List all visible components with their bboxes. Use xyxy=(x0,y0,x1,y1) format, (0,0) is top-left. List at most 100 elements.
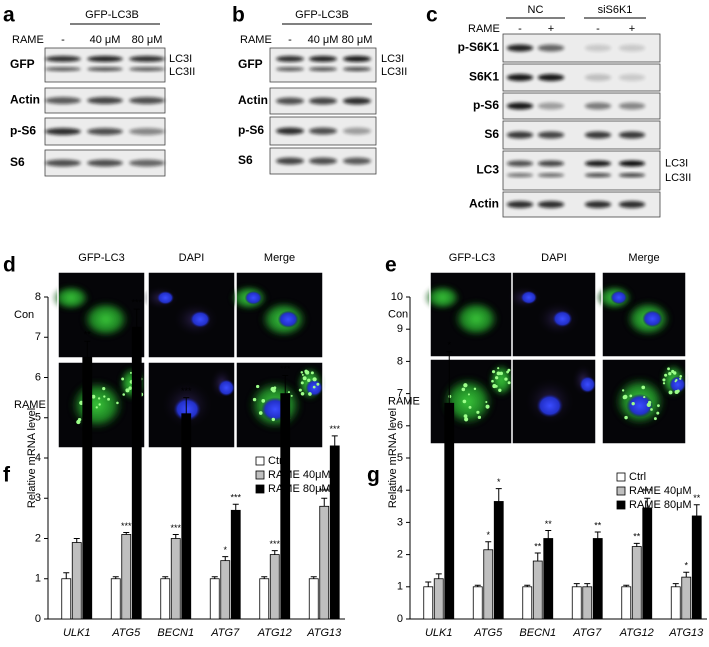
bar xyxy=(592,538,603,620)
significance-label: *** xyxy=(131,297,142,307)
puncta xyxy=(675,378,678,382)
blot-band xyxy=(506,201,534,208)
error-bar xyxy=(310,576,317,579)
error-bar xyxy=(222,556,229,561)
bar xyxy=(329,445,340,620)
micrograph-border xyxy=(235,271,324,359)
error-bar xyxy=(123,531,130,535)
nucleus xyxy=(189,310,211,328)
error-bar xyxy=(693,504,700,516)
bar xyxy=(472,586,483,620)
row-label: Actin xyxy=(10,93,40,107)
column-label: Merge xyxy=(264,252,295,264)
blot-band xyxy=(308,67,338,72)
micrograph-border xyxy=(147,361,236,449)
bar xyxy=(269,554,280,620)
puncta xyxy=(312,377,317,382)
treatment-label: RAME xyxy=(12,34,44,46)
blot-band xyxy=(618,74,646,81)
x-tick-label: ATG12 xyxy=(257,627,292,639)
error-bar xyxy=(545,529,552,539)
puncta xyxy=(256,384,260,389)
bar xyxy=(444,402,455,620)
nucleus xyxy=(244,290,263,305)
y-tick-label: 0 xyxy=(35,613,41,625)
blot-band xyxy=(537,44,565,52)
bar xyxy=(230,509,241,620)
blot-band xyxy=(308,127,338,135)
micrograph xyxy=(429,358,515,445)
x-tick-label: ULK1 xyxy=(425,627,453,639)
bar xyxy=(631,546,642,620)
error-bar xyxy=(633,542,640,547)
bar xyxy=(433,578,444,620)
row-label: RAME xyxy=(14,399,46,411)
puncta xyxy=(507,381,511,385)
row-label: S6K1 xyxy=(469,70,499,84)
blot-band xyxy=(584,131,612,139)
nucleus xyxy=(610,290,628,305)
band-label: LC3I xyxy=(169,53,192,65)
puncta xyxy=(496,371,501,376)
y-tick-label: 7 xyxy=(397,388,403,400)
blot-band xyxy=(618,131,646,139)
band-label: LC3I xyxy=(381,53,404,65)
column-label: DAPI xyxy=(541,252,567,264)
row-label: p-S6 xyxy=(10,124,36,138)
x-tick-label: ATG13 xyxy=(668,627,704,639)
bar xyxy=(423,586,434,620)
error-bar xyxy=(623,584,630,587)
puncta xyxy=(287,391,290,394)
blot-band xyxy=(87,97,123,104)
puncta xyxy=(641,385,646,390)
micrograph-border xyxy=(511,358,597,445)
legend-label: RAME 40μM xyxy=(268,469,331,481)
puncta xyxy=(128,386,133,390)
micrograph xyxy=(229,271,324,359)
x-tick-label: BECN1 xyxy=(157,627,194,639)
micrograph xyxy=(147,361,236,449)
bar xyxy=(160,578,171,620)
puncta xyxy=(76,419,81,425)
puncta xyxy=(116,401,119,405)
puncta xyxy=(122,393,126,396)
error-bar xyxy=(573,583,580,587)
gfp-cell xyxy=(440,376,495,427)
error-bar xyxy=(73,538,80,543)
error-bar xyxy=(282,374,289,394)
puncta xyxy=(679,377,682,380)
group-label: siS6K1 xyxy=(598,4,633,16)
y-axis-label: Relative mRNA level xyxy=(26,408,38,508)
bar xyxy=(220,560,231,620)
micrograph xyxy=(235,361,324,449)
y-tick-label: 4 xyxy=(35,452,41,464)
blot-band xyxy=(45,67,81,72)
puncta xyxy=(467,393,470,396)
nucleus xyxy=(277,310,299,328)
row-label: GFP xyxy=(238,57,263,71)
blot-band xyxy=(537,160,565,167)
blot-band xyxy=(87,55,123,62)
bar xyxy=(61,578,72,620)
significance-label: *** xyxy=(181,386,192,396)
micrograph xyxy=(141,271,236,359)
panel-letter: b xyxy=(232,4,245,27)
puncta xyxy=(271,417,276,422)
bar xyxy=(691,515,702,620)
puncta xyxy=(461,387,466,392)
error-bar xyxy=(474,584,481,587)
row-label: p-S6 xyxy=(473,98,499,112)
blot-band xyxy=(584,173,612,178)
bar xyxy=(71,542,82,620)
puncta xyxy=(301,373,304,376)
blot-box xyxy=(44,47,166,83)
row-label: Actin xyxy=(238,93,268,107)
puncta xyxy=(492,384,497,389)
lane-label: + xyxy=(629,23,635,35)
blot-band xyxy=(308,97,338,105)
puncta xyxy=(91,394,96,399)
error-bar xyxy=(63,572,70,579)
blot-band xyxy=(275,55,305,62)
x-tick-label: ATG13 xyxy=(306,627,342,639)
